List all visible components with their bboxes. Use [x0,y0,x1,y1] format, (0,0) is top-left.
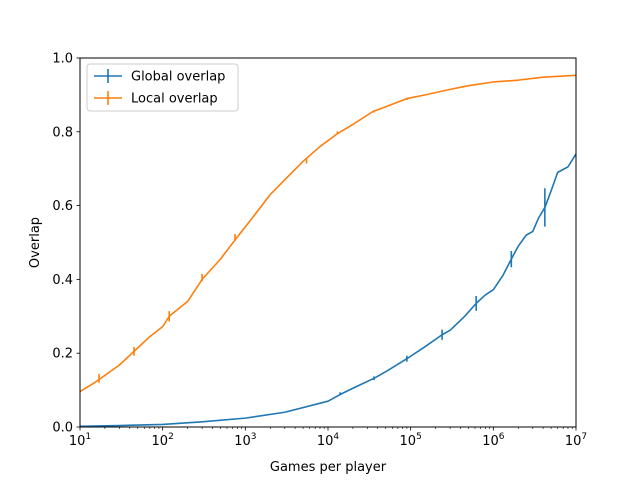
x-tick-base: 10 [152,434,169,449]
legend-label-local: Local overlap [131,92,218,107]
y-tick-label: 1.0 [52,52,73,67]
x-tick-base: 10 [317,434,334,449]
y-tick-label: 0.8 [52,125,73,140]
x-tick-label: 107 [565,432,587,449]
x-tick-exponent: 1 [85,432,91,442]
y-tick-label: 0.2 [52,347,73,362]
x-tick-label: 103 [234,432,256,449]
y-axis-label: Overlap [28,217,43,268]
x-tick-label: 105 [400,432,422,449]
x-tick-exponent: 7 [581,432,587,442]
plot-frame [79,57,577,428]
x-tick-exponent: 2 [168,432,174,442]
x-tick-exponent: 5 [416,432,422,442]
series-line-global [80,153,576,427]
x-tick-base: 10 [69,434,86,449]
x-tick-exponent: 4 [333,432,339,442]
x-tick-base: 10 [482,434,499,449]
x-tick-base: 10 [234,434,251,449]
legend-entry-global: Global overlap [94,69,225,85]
y-tick-label: 0.0 [52,421,73,436]
y-tick-label: 0.6 [52,199,73,214]
x-tick-base: 10 [400,434,417,449]
x-axis-label: Games per player [270,460,387,475]
x-tick-base: 10 [565,434,582,449]
x-tick-label: 104 [317,432,340,449]
legend-label-global: Global overlap [131,70,225,85]
series-line-local [80,74,576,393]
x-tick-label: 102 [152,432,174,449]
x-tick-label: 101 [69,432,91,449]
y-tick-label: 0.4 [52,273,73,288]
x-tick-exponent: 3 [251,432,257,442]
legend: Global overlap Local overlap [86,63,239,112]
x-tick-label: 106 [482,432,505,449]
legend-entry-local: Local overlap [94,91,218,107]
x-tick-exponent: 6 [499,432,505,442]
legend-frame [86,63,239,112]
